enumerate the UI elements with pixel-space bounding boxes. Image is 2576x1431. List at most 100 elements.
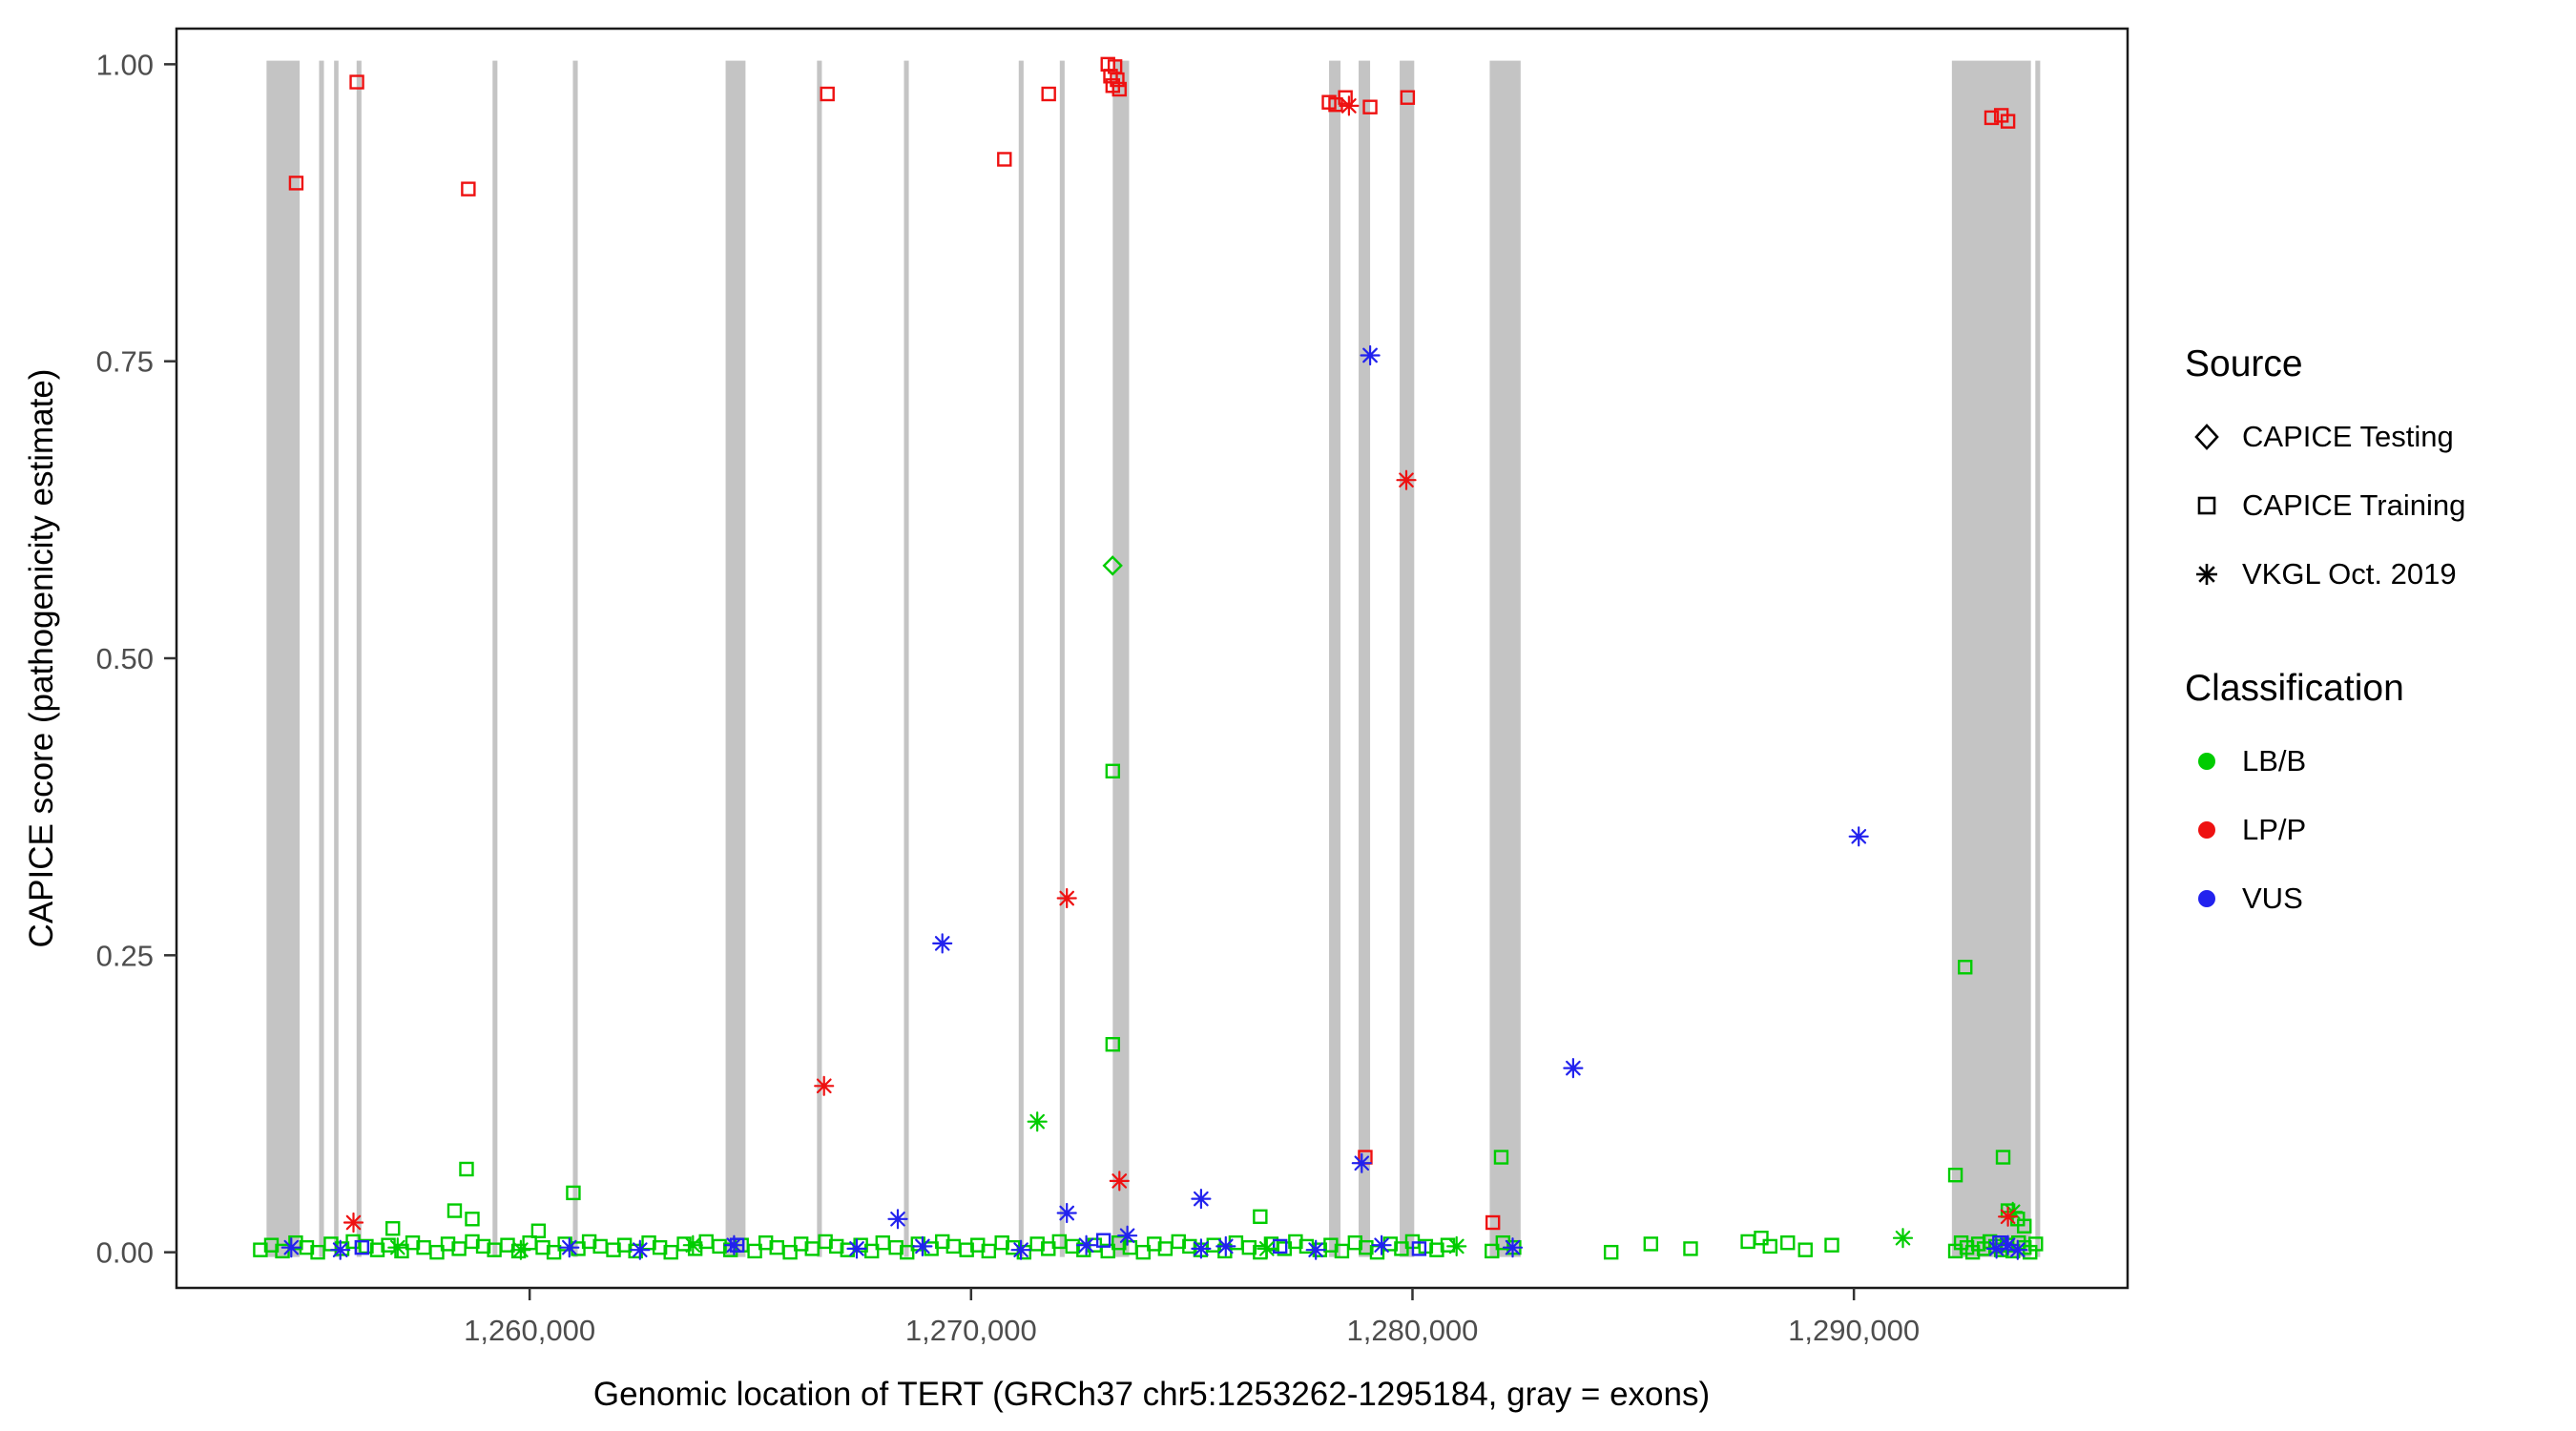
exon-band	[1059, 60, 1065, 1257]
data-point	[1396, 469, 1417, 490]
data-point	[1056, 1202, 1077, 1224]
exon-band	[1359, 60, 1371, 1257]
data-point	[385, 1221, 401, 1236]
data-point	[1359, 1239, 1374, 1255]
classification-dot-icon	[2198, 753, 2215, 770]
data-point	[510, 1239, 531, 1260]
x-tick-label: 1,270,000	[905, 1314, 1037, 1347]
data-point	[1762, 1238, 1777, 1255]
y-tick-label: 1.00	[96, 48, 154, 81]
data-point	[1485, 1243, 1500, 1259]
data-point	[663, 1244, 678, 1260]
exon-band	[725, 60, 746, 1257]
data-point	[782, 1244, 798, 1260]
data-point	[1411, 1241, 1427, 1256]
data-point	[1191, 1189, 1212, 1210]
legend-item-label: CAPICE Testing	[2242, 420, 2454, 453]
exon-band	[572, 60, 578, 1257]
data-point	[630, 1239, 651, 1260]
legend-item-label: VUS	[2242, 881, 2303, 915]
data-point	[1362, 99, 1378, 114]
exon-band	[266, 60, 301, 1257]
data-point	[981, 1243, 997, 1259]
exon-band	[1489, 60, 1521, 1257]
data-point	[280, 1237, 301, 1258]
data-point	[310, 1244, 325, 1260]
data-point	[1351, 1152, 1372, 1173]
data-point	[758, 1234, 774, 1251]
data-point	[1485, 1214, 1501, 1231]
data-point	[253, 1242, 268, 1257]
y-tick-label: 0.50	[96, 642, 154, 675]
legend-item-capice-testing: CAPICE Testing	[2185, 403, 2566, 471]
exon-band	[1400, 60, 1415, 1257]
data-point	[1998, 1206, 2019, 1227]
legend-item-vus: VUS	[2185, 864, 2566, 933]
legend-item-label: VKGL Oct. 2019	[2242, 557, 2457, 591]
data-point	[1754, 1230, 1769, 1246]
data-point	[429, 1244, 445, 1260]
data-point	[1603, 1244, 1619, 1260]
data-point	[535, 1239, 551, 1255]
data-point	[1780, 1234, 1796, 1251]
data-point	[712, 1238, 727, 1255]
legend-source-title: Source	[2185, 343, 2303, 384]
legend-item-capice-training: CAPICE Training	[2185, 471, 2566, 540]
data-point	[440, 1236, 456, 1252]
data-point	[935, 1234, 950, 1250]
x-tick-label: 1,280,000	[1347, 1314, 1479, 1347]
data-point	[814, 1075, 835, 1096]
legend-classification-title: Classification	[2185, 668, 2404, 709]
data-point	[959, 1242, 974, 1257]
data-point	[465, 1234, 480, 1250]
legend-gap	[2185, 609, 2566, 668]
data-point	[330, 1239, 351, 1260]
data-point	[1288, 1234, 1303, 1250]
square-marker-icon	[2197, 496, 2216, 515]
y-tick-label: 0.25	[96, 939, 154, 972]
data-point	[475, 1238, 491, 1255]
data-point	[828, 1238, 844, 1255]
data-point	[1643, 1236, 1659, 1252]
data-point	[1563, 1058, 1584, 1079]
data-point	[1095, 1233, 1111, 1248]
data-point	[994, 1234, 1009, 1251]
data-point	[723, 1234, 744, 1255]
data-point	[1182, 1238, 1197, 1255]
classification-dot-icon	[2198, 821, 2215, 839]
exon-band	[817, 60, 822, 1257]
data-point	[1429, 1242, 1444, 1257]
asterisk-marker-icon	[2196, 564, 2217, 585]
x-tick-label: 1,290,000	[1788, 1314, 1920, 1347]
legend-source-items: CAPICE Testing CAPICE Training VKGL Oct. 2…	[2185, 403, 2566, 609]
data-point	[530, 1223, 547, 1238]
data-point	[546, 1244, 562, 1260]
data-point	[1272, 1238, 1288, 1255]
data-point	[932, 933, 953, 954]
x-tick-label: 1,260,000	[464, 1314, 595, 1347]
exon-band	[1112, 60, 1130, 1257]
data-point	[1848, 826, 1869, 847]
exon-band	[1018, 60, 1024, 1257]
data-point	[1010, 1239, 1031, 1260]
data-point	[559, 1237, 580, 1258]
data-point	[888, 1239, 904, 1255]
exon-band	[356, 60, 362, 1257]
data-point	[846, 1238, 867, 1259]
data-point	[652, 1239, 668, 1255]
data-point	[1347, 1234, 1363, 1251]
exon-band	[319, 60, 324, 1257]
data-point	[2028, 1236, 2044, 1252]
data-point	[343, 1212, 364, 1234]
data-point	[912, 1235, 933, 1256]
legend-item-label: LP/P	[2242, 813, 2307, 846]
data-point	[1065, 1238, 1080, 1255]
data-point	[369, 1242, 385, 1257]
exon-band	[904, 60, 909, 1257]
legend-item-label: CAPICE Training	[2242, 488, 2466, 522]
data-point	[349, 74, 364, 90]
legend-item-label: LB/B	[2242, 744, 2307, 778]
data-point	[354, 1239, 370, 1255]
data-point	[1056, 887, 1077, 909]
